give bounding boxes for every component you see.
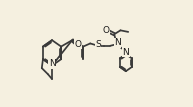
Text: N: N <box>114 38 121 47</box>
Text: O: O <box>103 26 110 35</box>
Text: S: S <box>95 40 101 49</box>
Text: N: N <box>49 59 55 68</box>
Text: O: O <box>75 40 82 49</box>
Text: N: N <box>123 48 129 57</box>
